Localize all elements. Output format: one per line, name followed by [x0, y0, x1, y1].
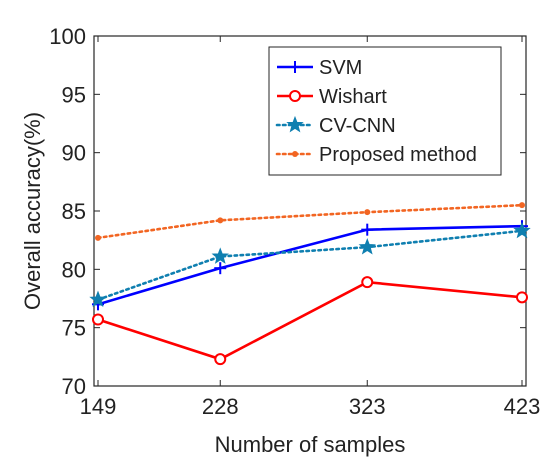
circle-marker [361, 276, 374, 289]
plus-marker [361, 223, 374, 236]
y-tick-label: 75 [62, 316, 86, 341]
legend-label: CV-CNN [319, 115, 396, 137]
plus-marker [214, 262, 227, 275]
legend-label: SVM [319, 57, 362, 79]
x-axis-ticks: 149 228 323 423 [80, 36, 541, 419]
y-tick-label: 80 [62, 257, 86, 282]
y-tick-label: 85 [62, 199, 86, 224]
x-tick-label: 323 [349, 394, 386, 419]
x-tick-label: 228 [202, 394, 239, 419]
y-axis-label: Overall accuracy(%) [20, 112, 45, 310]
x-tick-label: 149 [80, 394, 117, 419]
x-axis-label: Number of samples [215, 432, 406, 457]
series-cv-cnn [89, 221, 531, 308]
star-marker [286, 115, 304, 133]
legend-label: Proposed method [319, 144, 477, 166]
star-marker [358, 238, 376, 255]
legend: SVM Wishart CV-CNN Proposed method [268, 46, 502, 176]
series-layer [89, 202, 531, 366]
circle-marker [92, 313, 104, 326]
star-marker [89, 290, 107, 308]
legend-item: Wishart [277, 86, 387, 108]
dot-marker [519, 202, 525, 209]
legend-item: Proposed method [275, 144, 477, 166]
legend-item: SVM [277, 57, 362, 79]
dot-marker [292, 151, 298, 157]
legend-item: CV-CNN [275, 115, 396, 137]
y-tick-label: 70 [62, 374, 86, 399]
dot-marker [95, 234, 101, 241]
y-tick-label: 95 [62, 82, 86, 107]
y-axis-ticks: 70 75 80 85 90 95 100 [49, 24, 526, 399]
star-marker [211, 247, 229, 264]
circle-marker [516, 291, 528, 304]
series-line [97, 224, 523, 306]
y-tick-label: 100 [49, 24, 86, 49]
star-marker [513, 221, 531, 239]
dot-marker [364, 209, 371, 216]
series-line [97, 280, 523, 361]
legend-label: Wishart [319, 86, 387, 108]
series-wishart [92, 276, 528, 366]
circle-marker [214, 353, 227, 366]
series-line [96, 203, 524, 240]
circle-marker [289, 90, 301, 102]
dot-marker [217, 217, 224, 224]
plus-marker [289, 61, 301, 73]
series-line [96, 229, 524, 301]
y-tick-label: 90 [62, 141, 86, 166]
x-tick-label: 423 [504, 394, 541, 419]
series-proposed-method [95, 202, 525, 241]
